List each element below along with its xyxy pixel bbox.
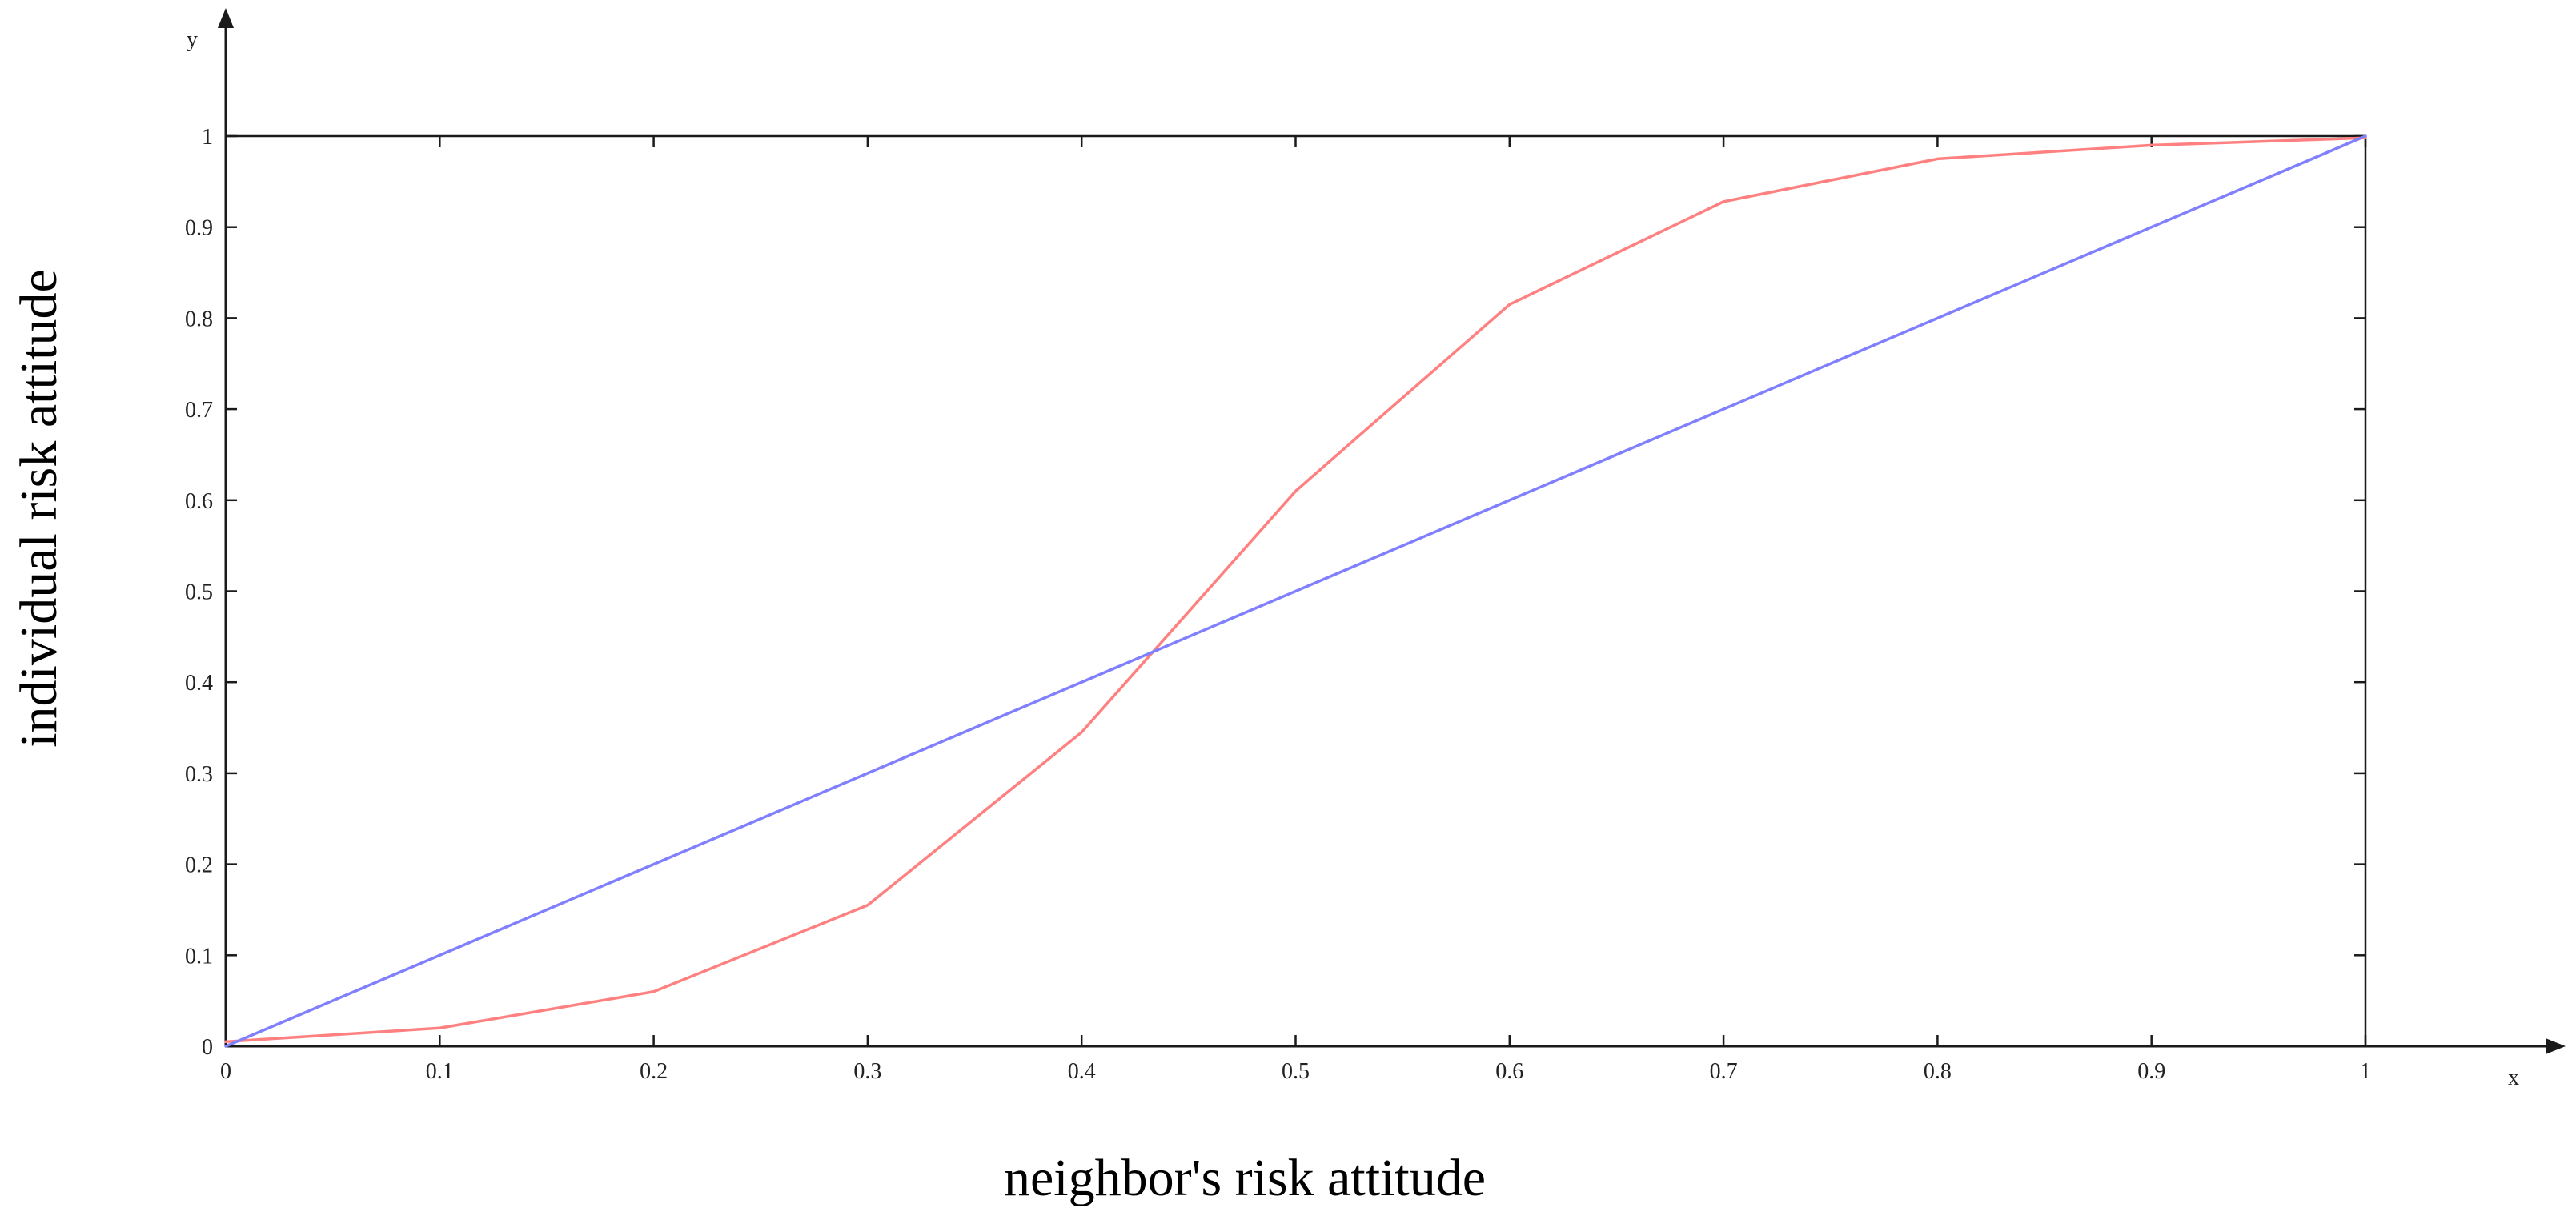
x-axis-letter: x: [2508, 1066, 2519, 1090]
red-curve-series: [224, 136, 2367, 1044]
x-tick-label: 0.1: [426, 1059, 454, 1084]
y-axis-arrow: [218, 8, 234, 28]
y-tick-label: 0: [202, 1035, 213, 1060]
x-tick-label: 1: [2360, 1059, 2371, 1084]
y-axis-letter: y: [187, 27, 198, 52]
y-tick-label: 0.3: [185, 762, 213, 787]
x-tick-label: 0.6: [1495, 1059, 1523, 1084]
y-tick-label: 1: [202, 125, 213, 150]
y-tick-label: 0.7: [185, 398, 213, 423]
x-tick-label: 0.8: [1924, 1059, 1952, 1084]
x-tick-label: 0.2: [640, 1059, 668, 1084]
x-tick-label: 0.3: [853, 1059, 881, 1084]
y-tick-label: 0.4: [185, 671, 213, 696]
y-tick-label: 0.8: [185, 307, 213, 331]
blue-diagonal-series: [224, 134, 2367, 1048]
x-tick-label: 0.5: [1282, 1059, 1310, 1084]
x-axis-title: neighbor's risk attitude: [1004, 1149, 1486, 1207]
x-tick-label: 0.4: [1068, 1059, 1096, 1084]
plot-frame: [218, 8, 2566, 1054]
y-tick-label: 0.1: [185, 944, 213, 969]
x-tick-label: 0.7: [1710, 1059, 1738, 1084]
series-layer: [224, 134, 2367, 1048]
y-tick-label: 0.6: [185, 489, 213, 514]
y-tick-label: 0.5: [185, 580, 213, 605]
x-tick-label: 0: [220, 1059, 231, 1084]
x-tick-label: 0.9: [2137, 1059, 2165, 1084]
y-tick-label: 0.9: [185, 216, 213, 241]
ticks-layer: 0 0.1 0.2 0.3 0.4 0.5 0.6 0.7 0.8 0.9 1 0 0.1 0.2 0.3 0…: [185, 125, 2371, 1084]
y-tick-label: 0.2: [185, 853, 213, 878]
y-axis-title: individual risk attitude: [10, 269, 68, 748]
x-axis-arrow: [2546, 1038, 2566, 1054]
